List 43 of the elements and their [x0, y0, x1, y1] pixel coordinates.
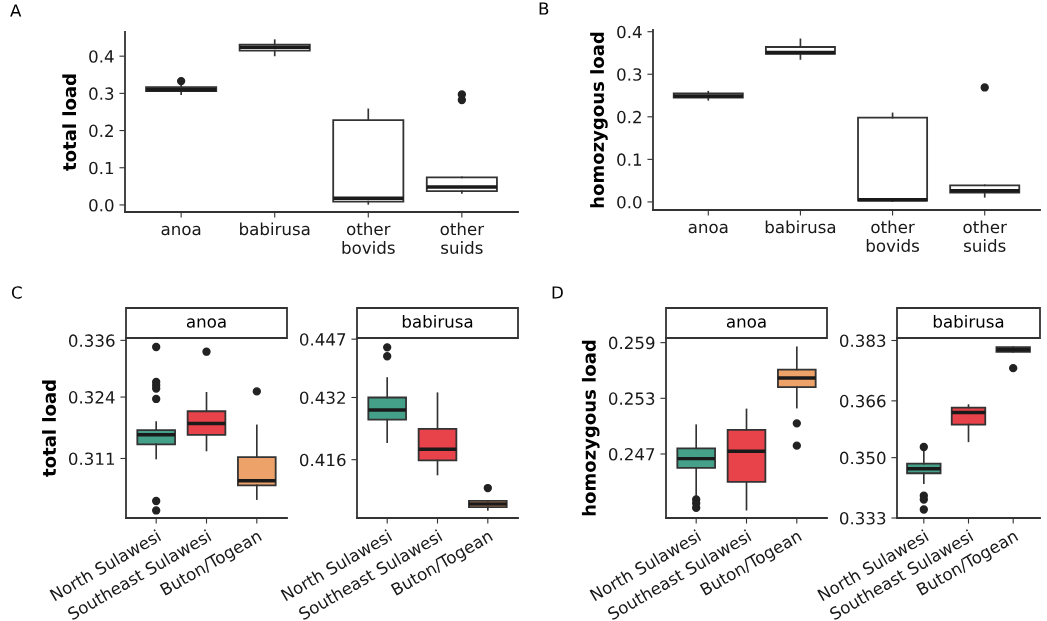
- x-tick-label: other suids: [440, 222, 485, 254]
- y-tick-label: 0.2: [89, 124, 113, 138]
- y-axis-title: total load: [62, 74, 77, 171]
- y-tick-label: 0.4: [89, 50, 114, 63]
- y-tick-label: 0.3: [617, 68, 642, 81]
- chart-title: babirusa: [933, 314, 1004, 328]
- y-tick-label: 0.3: [89, 87, 114, 100]
- y-tick-label: 0.416: [299, 453, 346, 467]
- y-axis-title: homozygous load: [581, 340, 600, 516]
- text: B: [539, 2, 549, 15]
- y-tick-label: 0.2: [617, 110, 641, 124]
- y-tick-label: 0.247: [608, 447, 655, 461]
- y-tick-label: 0.336: [68, 334, 115, 347]
- y-tick-label: 0.0: [89, 198, 114, 212]
- y-tick-label: 0.0: [617, 195, 642, 209]
- y-tick-label: 0.333: [839, 511, 886, 525]
- chart-title: babirusa: [402, 314, 473, 328]
- y-tick-label: 0.253: [608, 392, 655, 405]
- y-tick-label: 0.350: [839, 451, 886, 465]
- x-tick-label: anoa: [161, 225, 201, 236]
- y-tick-label: 0.383: [839, 334, 886, 348]
- text: C: [11, 286, 22, 299]
- y-axis-title: homozygous load: [590, 32, 608, 208]
- y-axis-title: total load: [42, 380, 57, 477]
- y-tick-label: 0.447: [299, 333, 346, 346]
- chart-title: anoa: [186, 318, 226, 328]
- y-tick-label: 0.311: [68, 452, 115, 466]
- x-tick-label: babirusa: [240, 222, 310, 236]
- x-tick-label: other suids: [963, 220, 1007, 252]
- text: A: [10, 4, 22, 17]
- y-tick-label: 0.259: [608, 336, 655, 350]
- y-tick-label: 0.324: [68, 391, 115, 404]
- y-tick-label: 0.1: [617, 153, 642, 166]
- x-tick-label: anoa: [688, 223, 728, 234]
- y-tick-label: 0.366: [839, 394, 886, 408]
- x-tick-label: babirusa: [765, 220, 836, 234]
- y-tick-label: 0.432: [299, 391, 345, 405]
- x-tick-label: other bovids: [866, 220, 920, 252]
- chart-title: anoa: [726, 318, 766, 328]
- y-tick-label: 0.1: [89, 161, 114, 175]
- text: D: [552, 286, 563, 299]
- y-tick-label: 0.4: [617, 25, 642, 39]
- x-tick-label: other bovids: [342, 222, 395, 254]
